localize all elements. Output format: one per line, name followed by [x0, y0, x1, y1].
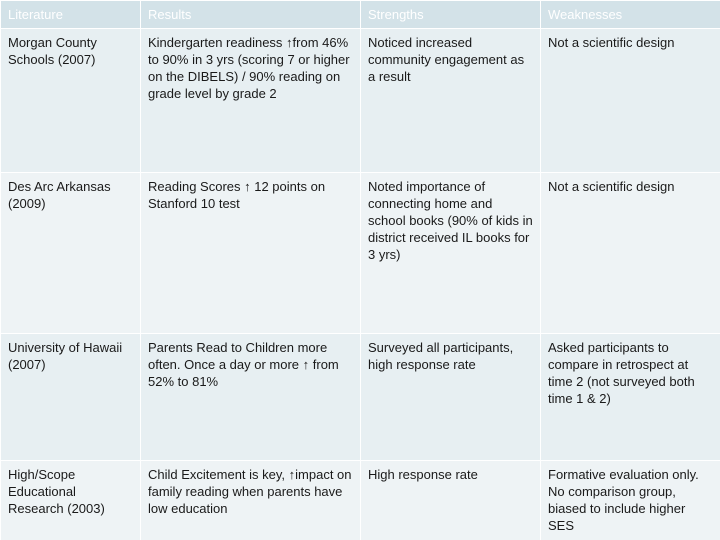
table-cell: High/Scope Educational Research (2003) — [0, 460, 141, 540]
table-cell: Asked participants to compare in retrosp… — [540, 333, 720, 461]
header-cell: Results — [140, 0, 361, 29]
table-cell: Child Excitement is key, ↑impact on fami… — [140, 460, 361, 540]
table-cell: Not a scientific design — [540, 28, 720, 173]
table-cell: Not a scientific design — [540, 172, 720, 334]
header-cell: Strengths — [360, 0, 541, 29]
table-cell: High response rate — [360, 460, 541, 540]
table-cell: Morgan County Schools (2007) — [0, 28, 141, 173]
table-cell: Kindergarten readiness ↑from 46% to 90% … — [140, 28, 361, 173]
header-cell: Literature — [0, 0, 141, 29]
table-cell: Noticed increased community engagement a… — [360, 28, 541, 173]
table-cell: Des Arc Arkansas (2009) — [0, 172, 141, 334]
table-row: Morgan County Schools (2007) Kindergarten… — [0, 28, 720, 173]
table-cell: Parents Read to Children more often. Onc… — [140, 333, 361, 461]
table-row: University of Hawaii (2007) Parents Read … — [0, 333, 720, 461]
table-row: Des Arc Arkansas (2009) Reading Scores ↑ … — [0, 172, 720, 334]
header-cell: Weaknesses — [540, 0, 720, 29]
table-cell: Reading Scores ↑ 12 points on Stanford 1… — [140, 172, 361, 334]
table-cell: Formative evaluation only. No comparison… — [540, 460, 720, 540]
table-row: High/Scope Educational Research (2003) Ch… — [0, 460, 720, 540]
table-cell: Surveyed all participants, high response… — [360, 333, 541, 461]
table-cell: University of Hawaii (2007) — [0, 333, 141, 461]
header-row: Literature Results Strengths Weaknesses — [0, 0, 720, 29]
table-cell: Noted importance of connecting home and … — [360, 172, 541, 334]
